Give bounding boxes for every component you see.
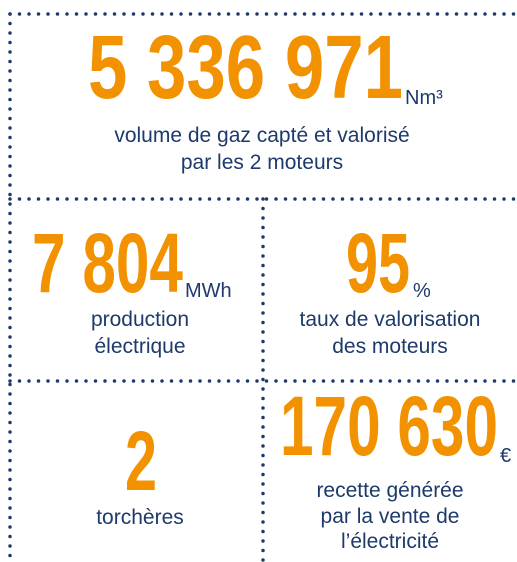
big-value: 5 336 971 (88, 18, 403, 118)
description: électrique (94, 335, 185, 358)
unit: € (500, 445, 511, 467)
description: des moteurs (332, 335, 448, 358)
description: volume de gaz capté et valorisé (114, 124, 409, 147)
big-value: 95 (346, 216, 410, 310)
description: l’électricité (341, 530, 439, 553)
big-value: 2 (125, 414, 157, 508)
unit: % (413, 280, 431, 302)
description: par la vente de (321, 505, 460, 528)
unit: MWh (185, 280, 232, 302)
description: torchères (96, 506, 184, 529)
description: par les 2 moteurs (181, 151, 343, 174)
description: production (91, 308, 189, 331)
big-value: 7 804 (32, 216, 183, 310)
description: recette générée (316, 479, 463, 502)
dotted-borders (8, 12, 517, 562)
big-value: 170 630 (280, 379, 498, 473)
description: taux de valorisation (300, 308, 481, 331)
unit: Nm³ (405, 87, 443, 109)
